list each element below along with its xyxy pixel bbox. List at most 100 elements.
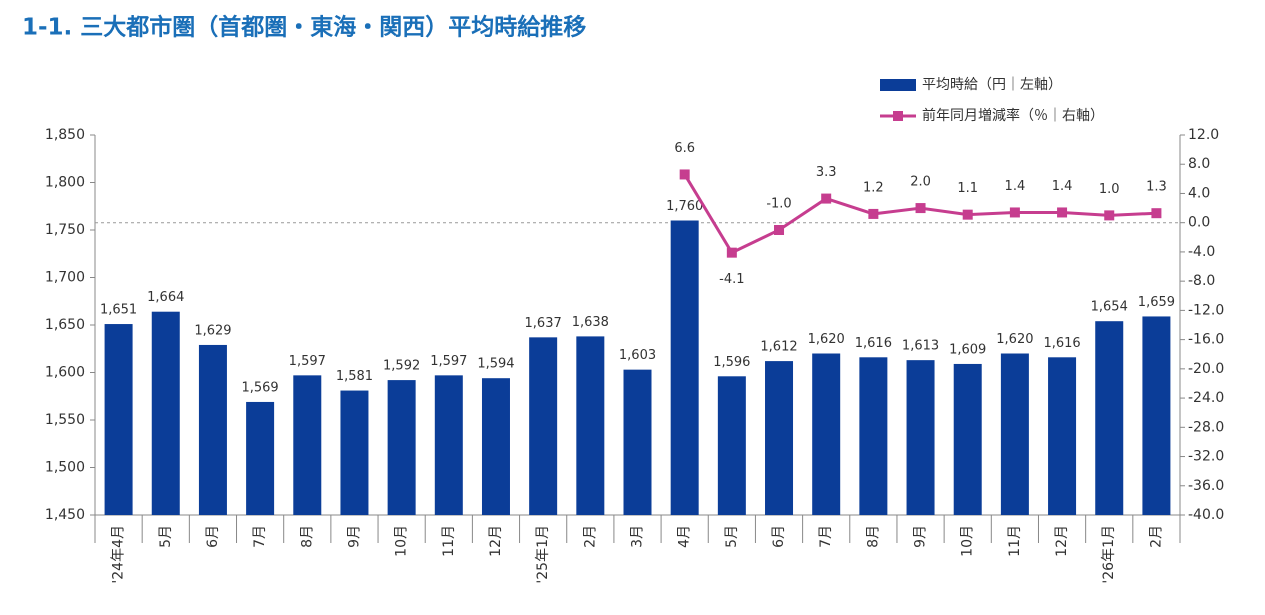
legend-label: 平均時給（円｜左軸）	[922, 77, 1062, 93]
bar-value-label: 1,596	[713, 355, 750, 370]
bar	[1000, 353, 1029, 515]
y-tick-label: 1,800	[45, 175, 85, 191]
y2-tick-label: -12.0	[1188, 302, 1224, 318]
bar	[765, 361, 794, 515]
x-tick-label: 7月	[252, 525, 268, 548]
y2-tick-label: 0.0	[1188, 215, 1210, 231]
y2-tick-label: -20.0	[1188, 361, 1224, 377]
bar	[717, 376, 746, 515]
line-value-label: 1.0	[1099, 182, 1120, 197]
x-tick-label: 2月	[582, 525, 598, 548]
x-tick-label: '25年1月	[535, 525, 551, 584]
bar	[812, 353, 841, 515]
x-tick-label: 7月	[818, 525, 834, 548]
bar-value-label: 1,616	[1043, 336, 1080, 351]
line-marker	[1151, 208, 1162, 219]
y2-tick-label: -32.0	[1188, 449, 1224, 465]
x-tick-label: 5月	[724, 525, 740, 548]
y-tick-label: 1,500	[45, 460, 85, 476]
x-tick-label: 9月	[913, 525, 929, 548]
bar-value-label: 1,612	[760, 340, 797, 355]
y-tick-label: 1,650	[45, 317, 85, 333]
x-tick-label: 6月	[205, 525, 221, 548]
x-tick-label: 2月	[1148, 525, 1164, 548]
bar	[906, 360, 935, 515]
y-tick-label: 1,450	[45, 507, 85, 523]
bar-value-label: 1,637	[525, 316, 562, 331]
bar-value-label: 1,594	[477, 357, 514, 372]
bar-value-label: 1,664	[147, 290, 184, 305]
bar	[104, 324, 133, 515]
bar-value-label: 1,592	[383, 359, 420, 374]
x-tick-label: 10月	[394, 525, 410, 557]
legend-swatch	[893, 111, 903, 121]
bar	[246, 401, 275, 515]
bar	[623, 369, 652, 515]
bar	[434, 375, 463, 515]
line-value-label: 6.6	[674, 141, 695, 156]
legend-label: 前年同月増減率（％｜右軸）	[922, 107, 1104, 124]
x-tick-label: 8月	[865, 525, 881, 548]
line-value-label: -1.0	[766, 197, 791, 212]
bar	[670, 220, 699, 515]
line-marker	[821, 193, 832, 204]
bar-value-label: 1,620	[808, 332, 845, 347]
bar	[198, 344, 227, 515]
bar-value-label: 1,651	[100, 303, 137, 318]
y-tick-label: 1,850	[45, 127, 85, 143]
x-tick-label: 3月	[630, 525, 646, 548]
x-tick-label: 8月	[299, 525, 315, 548]
bar-value-label: 1,603	[619, 348, 656, 363]
y2-tick-label: 4.0	[1188, 185, 1210, 201]
bar-value-label: 1,659	[1138, 295, 1175, 310]
x-tick-label: 12月	[488, 525, 504, 557]
line-marker	[962, 209, 973, 220]
bar	[387, 380, 416, 515]
y2-tick-label: -28.0	[1188, 419, 1224, 435]
x-tick-label: 5月	[158, 525, 174, 548]
bar	[953, 363, 982, 515]
line-marker	[1057, 207, 1068, 218]
bar	[1048, 357, 1077, 515]
bar-value-label: 1,654	[1091, 300, 1128, 315]
bar	[1142, 316, 1171, 515]
line-marker	[774, 225, 785, 235]
y2-tick-label: -8.0	[1188, 273, 1215, 289]
bar	[340, 390, 369, 515]
bar-value-label: 1,609	[949, 342, 986, 357]
line-marker	[726, 247, 737, 258]
y2-tick-label: -4.0	[1188, 244, 1215, 260]
x-tick-label: 12月	[1054, 525, 1070, 557]
line-marker	[679, 169, 690, 180]
bar	[151, 311, 180, 515]
line-value-label: 2.0	[910, 175, 931, 190]
y2-tick-label: 8.0	[1188, 156, 1210, 172]
bar	[1095, 321, 1124, 515]
bar-value-label: 1,581	[336, 369, 373, 384]
bar-value-label: 1,613	[902, 339, 939, 354]
y2-tick-label: -40.0	[1188, 507, 1224, 523]
bar	[481, 378, 510, 515]
bar	[293, 375, 322, 515]
bar	[859, 357, 888, 515]
y2-tick-label: 12.0	[1188, 127, 1219, 143]
line-value-label: -4.1	[719, 272, 744, 287]
bar-value-label: 1,616	[855, 336, 892, 351]
line-value-label: 3.3	[816, 165, 837, 180]
x-tick-label: 6月	[771, 525, 787, 548]
bar-value-label: 1,569	[241, 380, 278, 395]
line-marker	[1009, 207, 1020, 218]
line-value-label: 1.1	[957, 181, 978, 196]
x-tick-label: '24年4月	[111, 525, 127, 584]
bar-value-label: 1,597	[289, 354, 326, 369]
y2-tick-label: -16.0	[1188, 332, 1224, 348]
line-value-label: 1.4	[1005, 179, 1026, 194]
x-tick-label: 11月	[1007, 525, 1023, 557]
x-tick-label: 4月	[677, 525, 693, 548]
bar-value-label: 1,597	[430, 354, 467, 369]
x-tick-label: 11月	[441, 525, 457, 557]
line-marker	[915, 203, 926, 214]
line-marker	[868, 208, 879, 219]
line-value-label: 1.3	[1146, 180, 1167, 195]
